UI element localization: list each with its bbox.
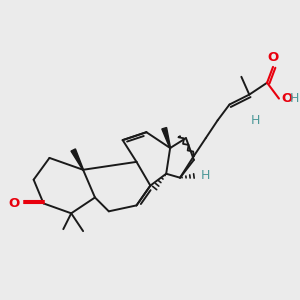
Polygon shape [162, 128, 170, 148]
Text: O: O [281, 92, 292, 105]
Text: H: H [250, 114, 260, 128]
Text: O: O [267, 51, 279, 64]
Text: H: H [201, 169, 210, 182]
Polygon shape [71, 149, 83, 170]
Text: O: O [8, 197, 20, 210]
Text: H: H [290, 92, 299, 105]
